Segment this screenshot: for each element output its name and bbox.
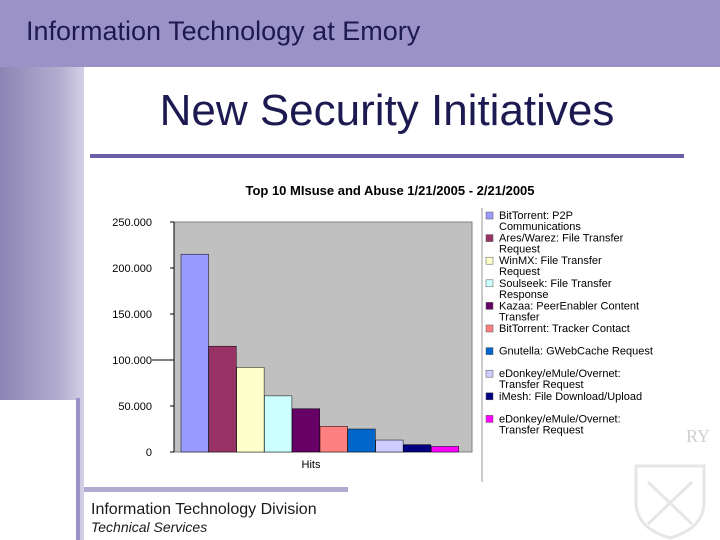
- footer-division: Information Technology Division: [91, 501, 317, 518]
- y-tick-label: 50.000: [118, 401, 152, 413]
- legend-swatch: [485, 415, 494, 423]
- left-decor-line: [76, 398, 80, 540]
- legend-swatch: [485, 324, 494, 333]
- legend-label: Soulseek: File Transfer Response: [499, 278, 612, 301]
- bar: [430, 446, 459, 453]
- legend-swatch: [485, 234, 494, 242]
- bar: [319, 425, 348, 453]
- legend-label: BitTorrent: P2P Communications: [499, 210, 581, 233]
- bar: [375, 439, 404, 453]
- legend-swatch: [485, 279, 494, 288]
- bar: [347, 428, 376, 453]
- chart-svg: Top 10 MIsuse and Abuse 1/21/2005 - 2/21…: [112, 183, 653, 482]
- y-tick-label: 0: [146, 447, 152, 459]
- footer-services: Technical Services: [91, 519, 208, 535]
- legend-swatch: [485, 347, 494, 355]
- bar: [291, 408, 320, 453]
- legend-swatch: [485, 256, 494, 265]
- bar: [264, 395, 293, 453]
- y-tick-label: 100.000: [112, 355, 152, 367]
- y-tick-label: 250.000: [112, 217, 152, 229]
- slide-title: New Security Initiatives: [159, 86, 615, 135]
- bar: [180, 253, 209, 453]
- legend-label: eDonkey/eMule/Overnet: Transfer Request: [499, 368, 621, 391]
- bar: [208, 345, 237, 453]
- chart-title: Top 10 MIsuse and Abuse 1/21/2005 - 2/21…: [245, 183, 534, 198]
- legend-label: eDonkey/eMule/Overnet: Transfer Request: [499, 413, 621, 436]
- left-decor-white: [0, 400, 76, 540]
- header-banner: Information Technology at Emory: [0, 0, 720, 67]
- legend-label: WinMX: File Transfer Request: [499, 255, 602, 278]
- legend-label: BitTorrent: Tracker Contact: [499, 323, 630, 335]
- legend-label: Kazaa: PeerEnabler Content Transfer: [499, 300, 639, 323]
- x-axis-label: Hits: [302, 459, 321, 471]
- title-divider: [90, 154, 684, 158]
- header-title: Information Technology at Emory: [26, 16, 421, 46]
- y-tick-label: 150.000: [112, 309, 152, 321]
- legend-label: iMesh: File Download/Upload: [499, 391, 642, 403]
- legend-swatch: [485, 211, 494, 220]
- bar: [236, 367, 265, 453]
- chart: Top 10 MIsuse and Abuse 1/21/2005 - 2/21…: [88, 170, 688, 484]
- legend-swatch: [485, 369, 494, 378]
- emblem-text: RY: [686, 426, 711, 446]
- legend-label: Ares/Warez: File Transfer Request: [499, 233, 624, 256]
- legend-label: Gnutella: GWebCache Request: [499, 346, 653, 358]
- legend-swatch: [485, 392, 494, 401]
- legend-swatch: [485, 302, 494, 310]
- y-tick-label: 200.000: [112, 263, 152, 275]
- footer-divider: [84, 487, 348, 492]
- shield-icon: [634, 464, 706, 540]
- bar: [403, 444, 432, 453]
